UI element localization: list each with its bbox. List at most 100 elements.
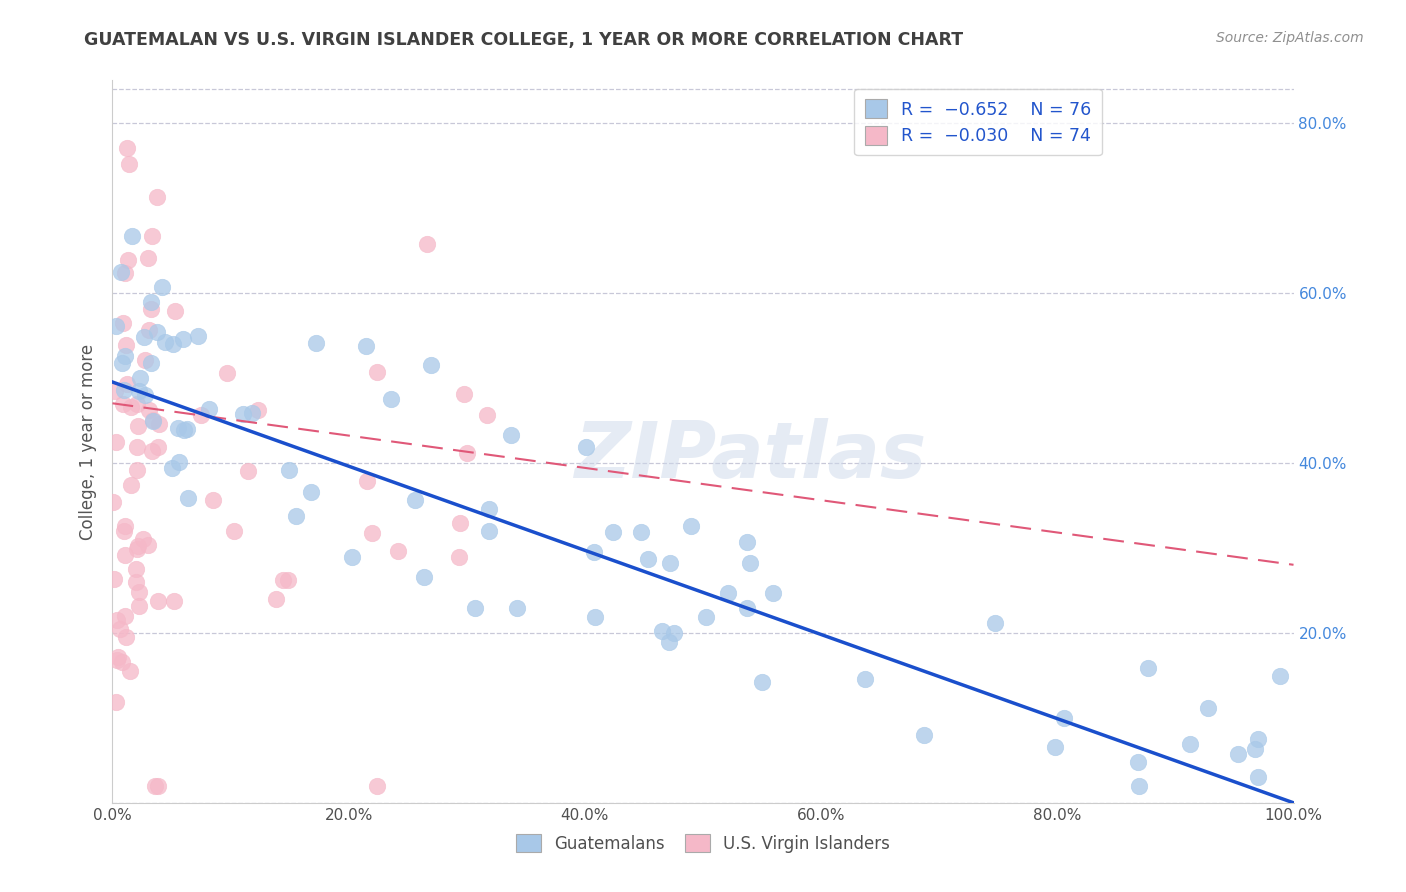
Point [141, 301, 163, 316]
Point [658, 635, 681, 649]
Point [173, 423, 195, 437]
Point [356, 474, 378, 488]
Point [115, 377, 138, 392]
Point [751, 675, 773, 690]
Point [162, 336, 184, 351]
Point [114, 630, 136, 644]
Point [456, 446, 478, 460]
Point [738, 557, 761, 571]
Point [449, 516, 471, 530]
Point [912, 727, 935, 741]
Point [118, 664, 141, 678]
Point [124, 562, 146, 576]
Point [108, 622, 131, 636]
Point [735, 601, 758, 615]
Point [132, 329, 155, 343]
Point [142, 413, 165, 427]
Point [305, 335, 328, 350]
Point [658, 556, 681, 570]
Point [111, 356, 134, 370]
Point [1128, 779, 1150, 793]
Point [111, 316, 134, 330]
Point [103, 572, 125, 586]
Point [505, 601, 527, 615]
Point [853, 672, 876, 686]
Point [115, 141, 138, 155]
Point [583, 610, 606, 624]
Point [716, 585, 738, 599]
Point [475, 408, 498, 422]
Point [478, 524, 501, 539]
Point [366, 779, 388, 793]
Point [246, 402, 269, 417]
Point [163, 594, 186, 608]
Point [340, 550, 363, 565]
Point [134, 352, 156, 367]
Point [360, 526, 382, 541]
Point [602, 524, 624, 539]
Point [240, 406, 263, 420]
Point [176, 422, 198, 436]
Point [651, 624, 673, 638]
Point [125, 440, 148, 454]
Point [177, 491, 200, 506]
Point [464, 601, 486, 615]
Point [583, 545, 606, 559]
Point [1053, 711, 1076, 725]
Point [146, 594, 169, 608]
Point [630, 524, 652, 539]
Point [1247, 731, 1270, 746]
Point [215, 366, 238, 380]
Point [478, 501, 501, 516]
Point [354, 339, 377, 353]
Point [136, 251, 159, 265]
Point [121, 229, 143, 244]
Point [141, 229, 163, 244]
Point [278, 463, 301, 477]
Point [105, 695, 128, 709]
Point [128, 384, 150, 398]
Point [1226, 747, 1249, 761]
Point [112, 383, 135, 397]
Point [104, 319, 127, 334]
Point [416, 236, 439, 251]
Point [190, 409, 212, 423]
Point [114, 519, 136, 533]
Point [146, 326, 169, 340]
Point [236, 464, 259, 478]
Point [264, 592, 287, 607]
Point [167, 421, 190, 435]
Point [499, 428, 522, 442]
Point [380, 392, 402, 407]
Point [127, 539, 149, 553]
Point [1247, 770, 1270, 784]
Point [679, 518, 702, 533]
Point [1178, 737, 1201, 751]
Point [984, 615, 1007, 630]
Point [145, 190, 167, 204]
Point [146, 779, 169, 793]
Point [104, 384, 127, 399]
Point [148, 417, 170, 432]
Point [695, 610, 717, 624]
Point [120, 478, 142, 492]
Point [114, 350, 136, 364]
Point [201, 492, 224, 507]
Point [662, 626, 685, 640]
Point [105, 614, 128, 628]
Point [1244, 742, 1267, 756]
Point [138, 323, 160, 337]
Point [117, 253, 139, 268]
Point [150, 279, 173, 293]
Point [1136, 661, 1159, 675]
Point [128, 599, 150, 613]
Point [153, 335, 176, 350]
Point [107, 650, 129, 665]
Point [114, 548, 136, 562]
Point [114, 266, 136, 280]
Point [366, 366, 388, 380]
Point [404, 493, 426, 508]
Point [299, 484, 322, 499]
Point [112, 524, 135, 538]
Point [187, 329, 209, 343]
